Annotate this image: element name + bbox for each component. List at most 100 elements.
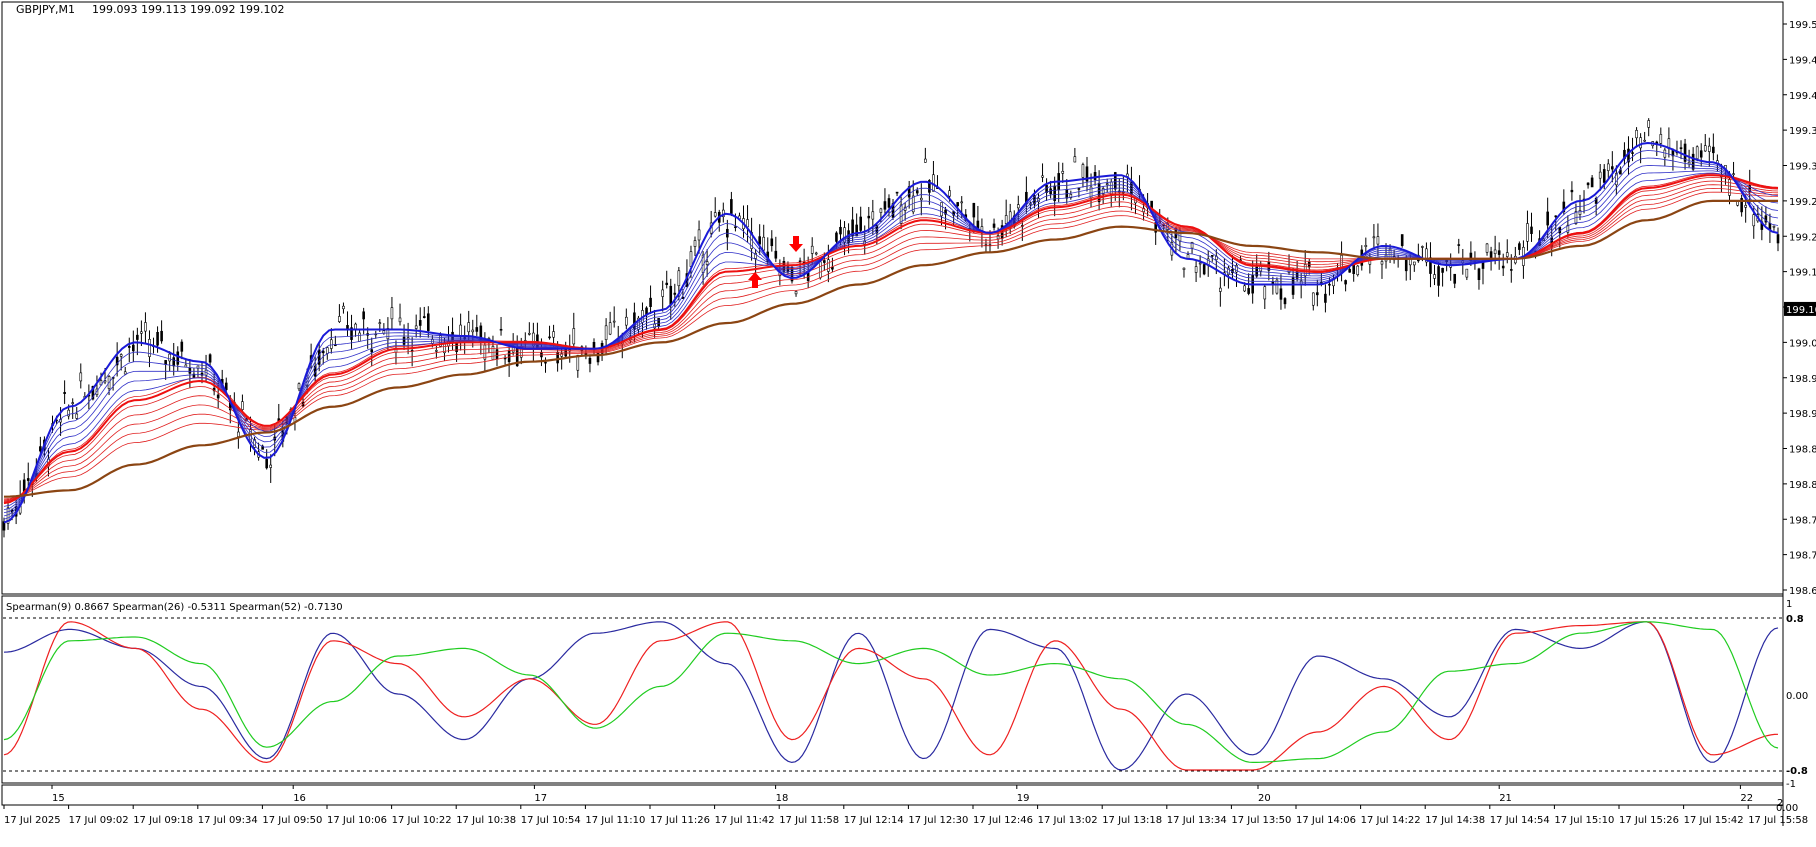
spearman26-line xyxy=(3,621,1779,771)
time-axis-label: 17 Jul 09:50 xyxy=(262,815,322,826)
candle-body xyxy=(1683,143,1687,162)
candle-body xyxy=(168,353,171,362)
slow-ribbon-line xyxy=(3,176,1779,503)
candle-body xyxy=(144,322,147,332)
candle-body xyxy=(471,329,475,333)
candle-body xyxy=(1764,215,1768,223)
candle-body xyxy=(200,372,204,376)
candle-body xyxy=(63,392,66,394)
candle-body xyxy=(1497,250,1501,255)
main-panel-frame xyxy=(1,1,1784,595)
current-price-box xyxy=(1784,301,1816,316)
time-axis-label: 17 Jul 09:34 xyxy=(198,815,258,826)
candle-body xyxy=(770,238,774,247)
candle-body xyxy=(1219,287,1222,292)
price-tick-label: 199.435 xyxy=(1789,91,1816,102)
candle-body xyxy=(1081,164,1085,178)
candle-body xyxy=(1372,236,1376,239)
time-axis-label: 17 Jul 13:18 xyxy=(1102,815,1162,826)
candle-body xyxy=(653,323,656,329)
candle-body xyxy=(127,346,131,348)
candle-body xyxy=(1602,169,1606,183)
candle-body xyxy=(321,350,325,354)
candle-body xyxy=(818,261,822,279)
candle-body xyxy=(665,282,669,285)
candle-body xyxy=(1061,170,1065,174)
candlesticks xyxy=(2,118,1780,538)
candle-body xyxy=(1643,139,1646,142)
candle-body xyxy=(1093,172,1097,180)
candle-body xyxy=(1562,201,1566,213)
candle-body xyxy=(774,250,778,259)
candle-body xyxy=(746,219,749,228)
candle-body xyxy=(1708,145,1711,152)
price-tick-label: 199.270 xyxy=(1789,197,1816,208)
day-marker-label: 20 xyxy=(1258,793,1271,804)
candle-body xyxy=(362,311,365,320)
candle-body xyxy=(1518,243,1521,250)
candle-body xyxy=(350,327,353,340)
candle-body xyxy=(1477,268,1481,281)
time-axis-label: 17 Jul 10:38 xyxy=(456,815,516,826)
candle-body xyxy=(1380,261,1384,265)
candle-body xyxy=(1311,292,1315,306)
day-marker-label: 21 xyxy=(1499,793,1512,804)
candle-body xyxy=(1045,185,1048,193)
slow-ribbon-line xyxy=(3,187,1779,501)
candle-body xyxy=(1453,273,1457,284)
candle-body xyxy=(1016,204,1020,209)
candle-body xyxy=(1263,286,1267,300)
candle-body xyxy=(649,297,652,307)
candle-body xyxy=(1186,254,1190,259)
corner-zero: 0.00 xyxy=(1776,803,1798,814)
candle-body xyxy=(495,349,499,360)
candle-body xyxy=(592,341,596,349)
candle-body xyxy=(705,261,709,265)
price-tick-label: 199.050 xyxy=(1789,338,1816,349)
candle-body xyxy=(176,351,180,365)
candle-body xyxy=(1501,265,1505,269)
candle-body xyxy=(1344,280,1347,285)
candle-body xyxy=(1142,207,1145,213)
candle-body xyxy=(1578,210,1582,215)
candle-body xyxy=(1328,283,1331,286)
candle-body xyxy=(1744,205,1747,208)
candle-body xyxy=(633,312,636,330)
time-axis-label: 17 Jul 10:06 xyxy=(327,815,387,826)
candle-body xyxy=(1271,281,1275,284)
candle-body xyxy=(1732,173,1735,175)
slow-ribbon-line xyxy=(3,173,1779,504)
candle-body xyxy=(123,371,127,375)
candle-body xyxy=(839,226,842,235)
candle-body xyxy=(1703,145,1707,152)
candle-body xyxy=(1611,166,1614,170)
candle-body xyxy=(370,349,374,353)
candle-body xyxy=(6,507,10,524)
candle-body xyxy=(132,344,135,352)
candle-body xyxy=(604,325,608,340)
candle-body xyxy=(871,211,875,220)
candle-body xyxy=(1352,265,1355,274)
candle-body xyxy=(1752,214,1756,227)
candle-body xyxy=(924,158,927,163)
candle-body xyxy=(455,343,458,352)
candle-body xyxy=(940,202,943,217)
candle-body xyxy=(552,331,555,338)
time-axis-label: 17 Jul 11:58 xyxy=(779,815,839,826)
buy-arrow-icon xyxy=(748,272,762,288)
candle-body xyxy=(1465,268,1469,278)
day-marker-label: 16 xyxy=(293,793,306,804)
candle-body xyxy=(1457,244,1461,246)
candle-body xyxy=(406,337,410,340)
candle-body xyxy=(1077,188,1081,190)
candle-body xyxy=(1526,223,1529,242)
candle-body xyxy=(1279,288,1283,300)
candle-body xyxy=(71,402,74,404)
candle-body xyxy=(677,270,681,287)
time-axis-label: 17 Jul 11:42 xyxy=(715,815,775,826)
candle-body xyxy=(895,191,899,194)
current-price-label: 199.102 xyxy=(1786,305,1816,316)
candle-body xyxy=(859,216,862,231)
price-tick-label: 199.490 xyxy=(1789,55,1816,66)
